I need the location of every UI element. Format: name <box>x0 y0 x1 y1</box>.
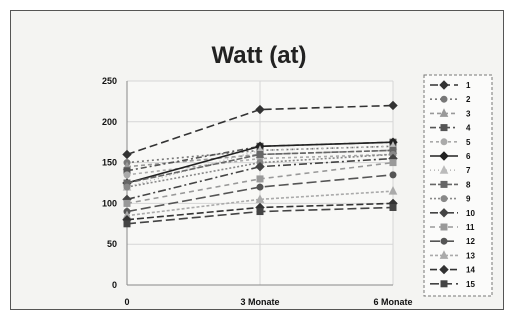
legend-item: 4 <box>430 124 471 133</box>
legend-item: 9 <box>430 195 471 204</box>
legend-item: 8 <box>430 180 471 189</box>
legend-label: 9 <box>466 195 471 204</box>
legend-label: 7 <box>466 166 471 175</box>
series-line <box>126 157 394 201</box>
data-point <box>255 161 265 172</box>
y-tick-label: 200 <box>102 117 117 127</box>
y-tick-label: 50 <box>107 239 117 249</box>
legend-marker <box>439 80 449 90</box>
data-point <box>123 220 131 228</box>
data-point <box>123 171 131 179</box>
legend-marker <box>440 223 448 231</box>
legend-item: 10 <box>430 208 475 218</box>
legend-label: 14 <box>466 266 475 275</box>
data-point <box>256 150 264 158</box>
series-1 <box>122 100 398 160</box>
legend-item: 3 <box>430 108 471 118</box>
legend-marker <box>439 165 449 174</box>
legend-marker <box>439 264 449 275</box>
legend-label: 12 <box>466 237 475 246</box>
legend-label: 11 <box>466 223 475 232</box>
data-point <box>388 186 398 195</box>
chart-frame: Watt (at) 0 50 100 150 200 250 0 3 Monate 6 Mona… <box>10 10 504 310</box>
legend-marker <box>439 250 449 259</box>
legend-marker <box>440 95 448 103</box>
y-tick-label: 150 <box>102 158 117 168</box>
legend-label: 5 <box>466 138 471 147</box>
legend-item: 6 <box>430 151 471 161</box>
line-chart: Watt (at) 0 50 100 150 200 250 0 3 Monate 6 Mona… <box>102 42 493 307</box>
series-line <box>126 153 394 188</box>
legend-marker <box>439 108 449 117</box>
legend-item: 13 <box>430 250 475 260</box>
y-tick-label: 250 <box>102 76 117 86</box>
legend-label: 1 <box>466 81 471 90</box>
legend-item: 1 <box>430 80 471 90</box>
series-15 <box>123 203 397 228</box>
data-point <box>389 203 397 211</box>
data-point <box>255 194 265 203</box>
y-tick-label: 100 <box>102 198 117 208</box>
legend-label: 6 <box>466 152 471 161</box>
series-line <box>126 190 394 217</box>
x-tick-label: 0 <box>124 297 129 307</box>
legend-marker <box>440 124 448 132</box>
data-point <box>256 208 264 216</box>
data-point <box>389 159 397 167</box>
legend <box>423 74 493 297</box>
legend-item: 7 <box>430 165 471 175</box>
data-point <box>388 100 398 111</box>
legend-label: 3 <box>466 109 471 118</box>
data-point <box>123 199 131 207</box>
data-point <box>256 175 264 183</box>
legend-item: 5 <box>430 138 471 147</box>
y-tick-label: 0 <box>112 280 117 290</box>
legend-item: 11 <box>430 223 475 232</box>
legend-marker <box>440 138 448 146</box>
legend-label: 8 <box>466 180 471 189</box>
legend-marker <box>439 151 449 161</box>
legend-item: 12 <box>430 237 475 246</box>
data-point <box>255 104 265 115</box>
legend-marker <box>440 180 448 188</box>
series-line <box>126 104 394 156</box>
legend-marker <box>440 195 448 203</box>
legend-item: 15 <box>430 280 475 289</box>
legend-item: 14 <box>430 264 475 275</box>
x-tick-label: 3 Monate <box>240 297 279 307</box>
data-point <box>122 149 132 160</box>
chart-title: Watt (at) <box>211 42 306 69</box>
data-point <box>256 183 264 191</box>
legend-label: 4 <box>466 124 471 133</box>
legend-label: 15 <box>466 280 475 289</box>
data-point <box>389 171 397 179</box>
legend-marker <box>440 280 448 288</box>
legend-label: 2 <box>466 95 471 104</box>
x-tick-label: 6 Monate <box>373 297 412 307</box>
legend-marker <box>440 237 448 245</box>
data-point <box>123 183 131 191</box>
legend-item: 2 <box>430 95 471 104</box>
series-11 <box>123 159 397 207</box>
legend-marker <box>439 208 449 218</box>
legend-label: 13 <box>466 251 475 260</box>
series-12 <box>123 171 397 216</box>
legend-label: 10 <box>466 209 475 218</box>
